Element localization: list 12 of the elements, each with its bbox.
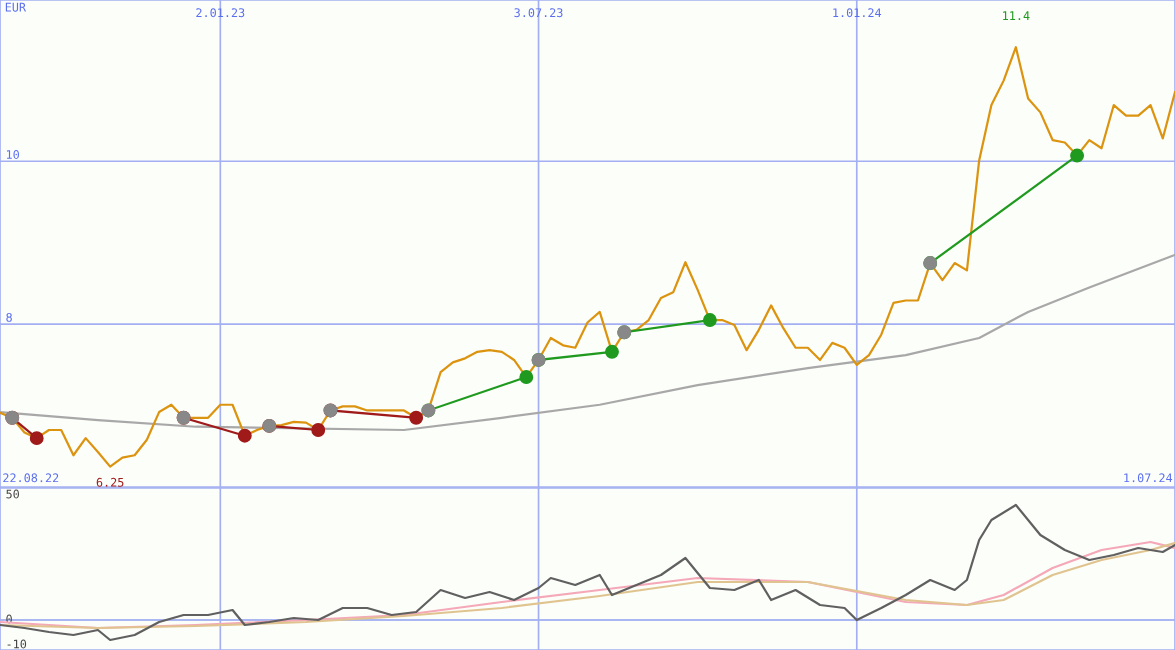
x-tick-label: 3.07.23 [514,8,563,18]
annotation: 1.07.24 [1124,473,1173,483]
y-tick-label: -10 [7,639,27,649]
annotation: 11.4 [1003,11,1030,20]
x-tick-label: 2.01.23 [196,8,245,18]
y-tick-label: 50 [6,489,19,499]
y-tick-label: 8 [6,312,12,322]
y-tick-label: 10 [6,150,19,159]
annotation: EUR [5,2,27,12]
x-tick-label: 1.01.24 [833,8,882,18]
annotation: 22.08.22 [3,473,59,483]
annotation: 6.25 [96,477,124,487]
